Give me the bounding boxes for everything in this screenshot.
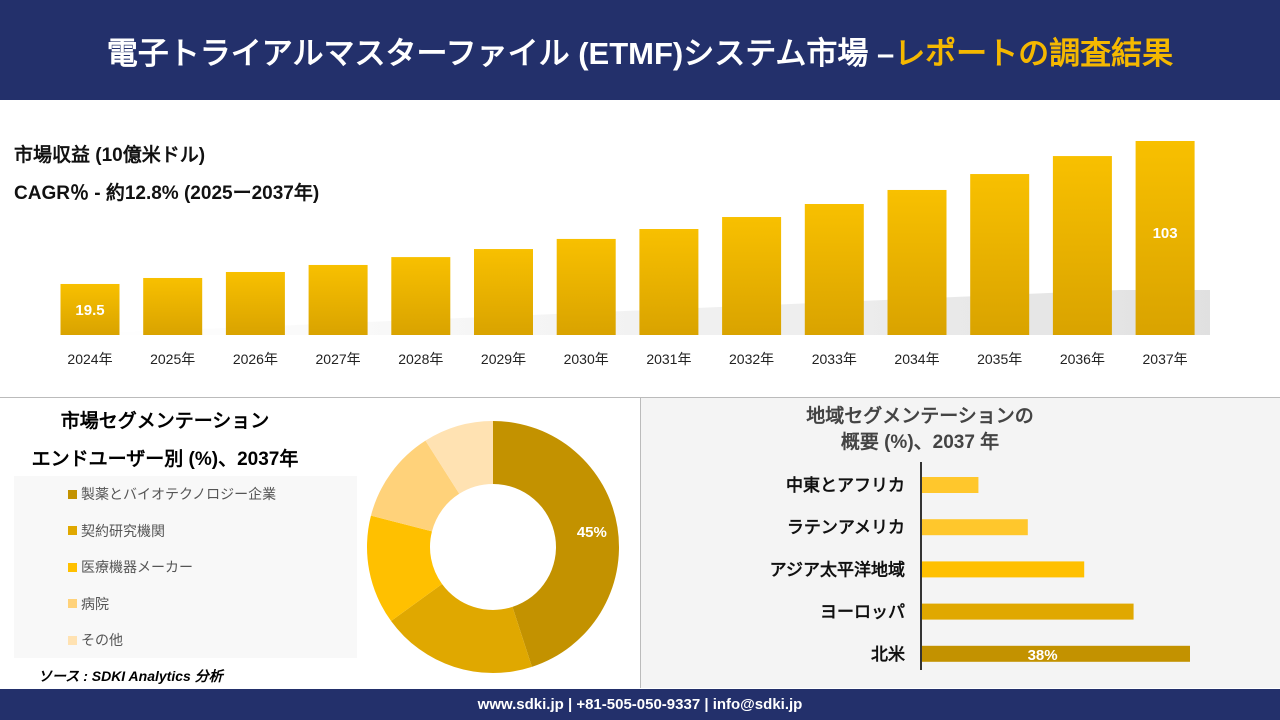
legend-swatch [68,526,77,535]
legend-item: 医療機器メーカー [68,557,193,577]
region-label: 北米 [871,644,906,664]
regional-title: 地域セグメンテーションの 概要 (%)、2037 年 [640,404,1200,456]
header-banner: 電子トライアルマスターファイル (ETMF)システム市場 – レポートの調査結果 [0,0,1280,100]
legend-label: 医療機器メーカー [81,559,193,575]
x-tick-label: 2033年 [812,351,857,367]
region-label: アジア太平洋地域 [770,559,905,579]
source-note: ソース : SDKI Analytics 分析 [38,668,223,684]
bar-data-label: 103 [1153,225,1178,242]
x-tick-label: 2027年 [316,351,361,367]
legend-label: その他 [81,632,123,648]
revenue-bar [308,264,368,335]
segment-title-line1: 市場セグメンテーション [60,411,270,432]
legend-item: 契約研究機関 [68,521,165,541]
region-label: ラテンアメリカ [787,518,905,537]
legend-item: その他 [68,630,123,650]
legend-swatch [68,635,77,645]
legend-swatch [68,562,77,572]
revenue-bar [722,217,782,335]
segment-title-line2: エンドユーザー別 (%)、2037年 [31,449,299,470]
slice-data-label: 45% [577,524,607,541]
legend-item: 病院 [68,594,109,614]
region-bar [922,519,1028,536]
bar-data-label: 19.5 [75,302,104,319]
regional-panel [640,398,1280,688]
region-label: 中東とアフリカ [786,475,905,495]
revenue-title: 市場収益 (10億米ドル) [14,145,206,166]
revenue-bar [970,174,1030,335]
revenue-bar [60,283,120,335]
x-tick-label: 2034年 [894,351,939,367]
cagr-subtitle: CAGR％ - 約12.8% (2025ー2037年) [14,183,320,204]
legend-label: 病院 [81,595,109,612]
revenue-bar [639,229,699,335]
x-tick-label: 2029年 [481,351,526,367]
x-tick-label: 2024年 [67,351,112,367]
footer-contact: www.sdki.jp | +81-505-050-9337 | info@sd… [0,689,1280,720]
revenue-bar [556,238,616,335]
region-data-label: 38% [1028,647,1058,664]
x-tick-label: 2031年 [646,351,691,367]
legend-swatch [68,599,77,608]
x-tick-label: 2025年 [150,351,195,367]
donut-slice [367,515,443,622]
revenue-bar [225,271,285,335]
revenue-bar [887,189,947,335]
x-tick-label: 2026年 [233,351,278,367]
x-tick-label: 2032年 [729,351,774,367]
region-label: ヨーロッパ [820,603,905,622]
regional-title-line: 地域セグメンテーションの [806,406,1034,427]
revenue-bar [804,204,864,335]
title-main: 電子トライアルマスターファイル (ETMF)システム市場 – [106,35,895,71]
legend-swatch [68,489,77,499]
regional-title-line: 概要 (%)、2037 年 [840,432,1000,453]
donut-slice [370,440,460,532]
x-tick-label: 2037年 [1143,351,1188,367]
legend-item: 製薬とバイオテクノロジー企業 [68,484,276,504]
section-divider [0,397,1280,398]
revenue-bar [474,249,533,335]
revenue-bar [143,277,203,335]
donut-slice [493,421,619,667]
end-user-donut-chart: 45% [367,421,619,673]
revenue-bar-chart: 2024年 19.5 2025年 2026年 2027年 2028年 2029年 2030年 2… [60,140,1210,367]
x-tick-label: 2035年 [977,351,1022,367]
donut-slice [391,584,532,673]
revenue-bar [391,257,451,335]
revenue-bar [1052,156,1112,335]
x-tick-label: 2028年 [398,351,443,367]
region-bar [922,561,1085,578]
donut-slice [425,421,493,494]
legend-label: 製薬とバイオテクノロジー企業 [81,486,277,502]
legend-label: 契約研究機関 [81,522,165,539]
x-tick-label: 2036年 [1060,351,1105,367]
donut-legend: 製薬とバイオテクノロジー企業 契約研究機関医療機器メーカー 病院その他 [14,476,357,658]
revenue-bar [1135,140,1195,335]
region-bar [922,603,1134,620]
region-bar [922,477,979,493]
x-tick-label: 2030年 [564,351,609,367]
title-highlight: レポートの調査結果 [894,35,1174,71]
region-bar [922,645,1190,662]
